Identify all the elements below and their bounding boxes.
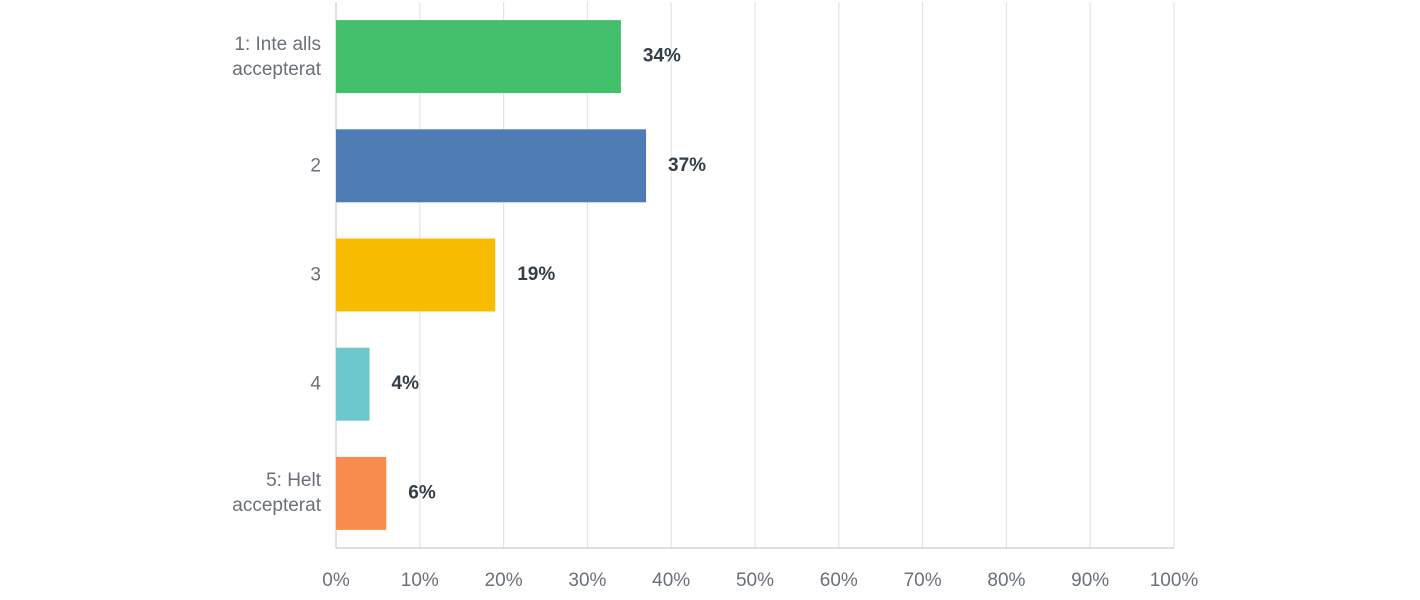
- bar: [336, 20, 621, 94]
- bar: [336, 238, 496, 312]
- x-tick-label: 30%: [568, 570, 606, 591]
- y-tick-label: 2: [310, 155, 321, 177]
- value-label: 19%: [517, 264, 555, 285]
- x-tick-label: 50%: [736, 570, 774, 591]
- x-tick-label: 100%: [1150, 570, 1199, 591]
- bar: [336, 347, 370, 421]
- x-tick-label: 10%: [401, 570, 439, 591]
- x-tick-label: 60%: [820, 570, 858, 591]
- value-label: 34%: [643, 46, 681, 67]
- value-label: 37%: [668, 155, 706, 176]
- x-tick-label: 0%: [322, 570, 350, 591]
- x-tick-label: 70%: [904, 570, 942, 591]
- bar: [336, 129, 647, 203]
- x-tick-label: 90%: [1071, 570, 1109, 591]
- value-label: 6%: [408, 482, 436, 503]
- y-tick-label: 5: Helt accepterat: [232, 470, 321, 517]
- x-tick-label: 20%: [485, 570, 523, 591]
- y-tick-label: 1: Inte alls accepterat: [232, 33, 321, 80]
- x-tick-label: 80%: [987, 570, 1025, 591]
- x-tick-label: 40%: [652, 570, 690, 591]
- y-tick-label: 4: [310, 373, 321, 395]
- bar: [336, 456, 387, 530]
- y-tick-label: 3: [310, 264, 321, 286]
- value-label: 4%: [392, 373, 420, 394]
